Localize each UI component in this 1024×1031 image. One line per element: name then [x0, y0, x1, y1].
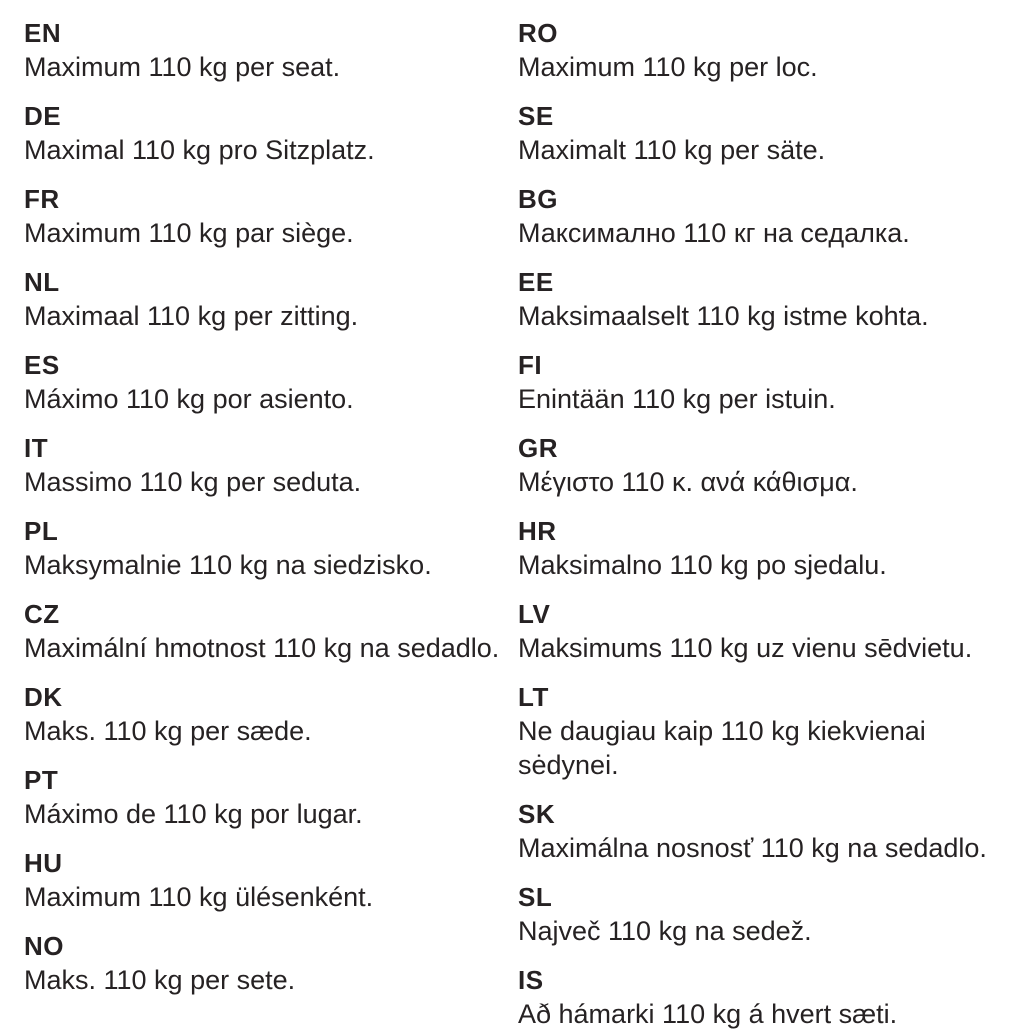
language-code: SE: [518, 101, 554, 131]
translation-text: Máximo 110 kg por asiento.: [24, 384, 354, 414]
language-code: DE: [24, 101, 62, 131]
language-code: EN: [24, 18, 62, 48]
translation-text: Að hámarki 110 kg á hvert sæti.: [518, 999, 898, 1029]
language-code: NO: [24, 931, 64, 961]
language-entry-es: ES Máximo 110 kg por asiento.: [24, 349, 518, 416]
translation-text: Maximálna nosnosť 110 kg na sedadlo.: [518, 833, 987, 863]
language-entry-fr: FR Maximum 110 kg par siège.: [24, 183, 518, 250]
translation-text: Maks. 110 kg per sete.: [24, 965, 296, 995]
translation-text: Massimo 110 kg per seduta.: [24, 467, 362, 497]
language-code: ES: [24, 350, 60, 380]
language-entry-cz: CZ Maximální hmotnost 110 kg na sedadlo.: [24, 598, 518, 665]
language-entry-fi: FI Enintään 110 kg per istuin.: [518, 349, 1024, 416]
language-code: BG: [518, 184, 558, 214]
language-entry-en: EN Maximum 110 kg per seat.: [24, 17, 518, 84]
translation-text: Maximum 110 kg per seat.: [24, 52, 341, 82]
translation-text: Maximum 110 kg par siège.: [24, 218, 354, 248]
translation-text: Maksimums 110 kg uz vienu sēdvietu.: [518, 633, 973, 663]
language-entry-ee: EE Maksimaalselt 110 kg istme kohta.: [518, 266, 1024, 333]
language-entry-pt: PT Máximo de 110 kg por lugar.: [24, 764, 518, 831]
language-code: EE: [518, 267, 554, 297]
language-code: IT: [24, 433, 49, 463]
language-code: RO: [518, 18, 558, 48]
language-code: HR: [518, 516, 557, 546]
language-code: IS: [518, 965, 544, 995]
language-entry-dk: DK Maks. 110 kg per sæde.: [24, 681, 518, 748]
language-entry-bg: BG Максимално 110 кг на седалка.: [518, 183, 1024, 250]
language-code: LT: [518, 682, 549, 712]
language-entry-no: NO Maks. 110 kg per sete.: [24, 930, 518, 997]
language-code: HU: [24, 848, 63, 878]
translation-text: Максимално 110 кг на седалка.: [518, 218, 910, 248]
language-code: SK: [518, 799, 556, 829]
translation-text: Enintään 110 kg per istuin.: [518, 384, 836, 414]
language-entry-nl: NL Maximaal 110 kg per zitting.: [24, 266, 518, 333]
translation-text: Maximal 110 kg pro Sitzplatz.: [24, 135, 375, 165]
language-entry-gr: GR Μέγιστο 110 κ. ανά κάθισμα.: [518, 432, 1024, 499]
language-code: LV: [518, 599, 551, 629]
language-code: GR: [518, 433, 558, 463]
language-entry-sk: SK Maximálna nosnosť 110 kg na sedadlo.: [518, 798, 1024, 865]
language-entry-it: IT Massimo 110 kg per seduta.: [24, 432, 518, 499]
translation-text: Máximo de 110 kg por lugar.: [24, 799, 363, 829]
language-column-left: EN Maximum 110 kg per seat. DE Maximal 1…: [24, 17, 518, 1024]
language-entry-de: DE Maximal 110 kg pro Sitzplatz.: [24, 100, 518, 167]
language-entry-hr: HR Maksimalno 110 kg po sjedalu.: [518, 515, 1024, 582]
language-code: PT: [24, 765, 59, 795]
language-column-right: RO Maximum 110 kg per loc. SE Maximalt 1…: [518, 17, 1024, 1029]
language-entry-is: IS Að hámarki 110 kg á hvert sæti.: [518, 964, 1024, 1031]
translation-text: Ne daugiau kaip 110 kg kiekvienai sėdyne…: [518, 716, 926, 780]
language-code: SL: [518, 882, 553, 912]
translation-text: Maximalt 110 kg per säte.: [518, 135, 826, 165]
language-entry-lv: LV Maksimums 110 kg uz vienu sēdvietu.: [518, 598, 1024, 665]
language-code: FI: [518, 350, 543, 380]
language-code: DK: [24, 682, 63, 712]
language-code: FR: [24, 184, 60, 214]
translation-text: Μέγιστο 110 κ. ανά κάθισμα.: [518, 467, 858, 497]
language-code: PL: [24, 516, 59, 546]
translation-text: Maksymalnie 110 kg na siedzisko.: [24, 550, 432, 580]
translation-text: Največ 110 kg na sedež.: [518, 916, 812, 946]
translation-text: Maks. 110 kg per sæde.: [24, 716, 312, 746]
language-entry-se: SE Maximalt 110 kg per säte.: [518, 100, 1024, 167]
language-entry-lt: LT Ne daugiau kaip 110 kg kiekvienai sėd…: [518, 681, 1024, 782]
language-entry-hu: HU Maximum 110 kg ülésenként.: [24, 847, 518, 914]
translation-text: Maximální hmotnost 110 kg na sedadlo.: [24, 633, 500, 663]
translation-text: Maksimalno 110 kg po sjedalu.: [518, 550, 887, 580]
translation-text: Maximum 110 kg per loc.: [518, 52, 818, 82]
translation-text: Maximaal 110 kg per zitting.: [24, 301, 359, 331]
translation-text: Maximum 110 kg ülésenként.: [24, 882, 374, 912]
language-entry-ro: RO Maximum 110 kg per loc.: [518, 17, 1024, 84]
language-entry-sl: SL Največ 110 kg na sedež.: [518, 881, 1024, 948]
language-entry-pl: PL Maksymalnie 110 kg na siedzisko.: [24, 515, 518, 582]
language-code: NL: [24, 267, 60, 297]
language-code: CZ: [24, 599, 60, 629]
translation-text: Maksimaalselt 110 kg istme kohta.: [518, 301, 929, 331]
